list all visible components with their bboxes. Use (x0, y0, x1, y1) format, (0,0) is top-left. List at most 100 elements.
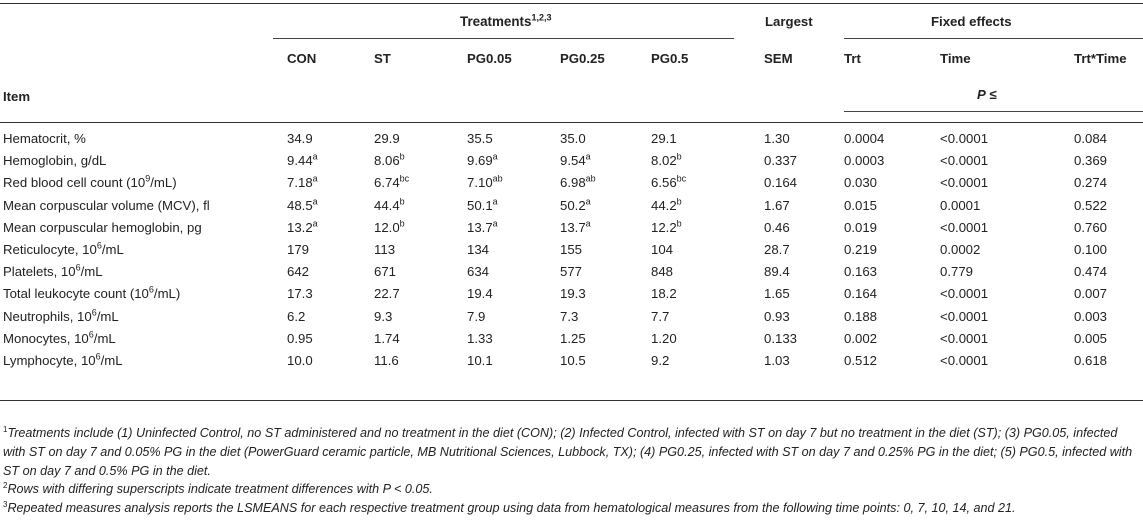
table-cell: 1.30 (764, 131, 790, 146)
footnote: 2Rows with differing superscripts indica… (3, 480, 433, 496)
table-cell: 9.44a (287, 151, 318, 169)
row-label: Reticulocyte, 106/mL (3, 240, 124, 257)
table-cell: 0.188 (844, 308, 878, 324)
table-cell: 0.0002 (940, 242, 981, 257)
table-cell: 848 (651, 264, 674, 280)
table-cell: 0.007 (1074, 286, 1108, 302)
table-cell: 44.2b (651, 196, 682, 213)
table-cell: 0.337 (764, 153, 798, 169)
table-cell: 50.1a (467, 196, 498, 213)
column-header: Time (940, 51, 971, 66)
table-cell: 671 (374, 264, 397, 280)
table-cell: 9.69a (467, 151, 498, 169)
column-header: PG0.25 (560, 51, 605, 66)
table-cell: 0.084 (1074, 131, 1108, 146)
treatments-header: Treatments1,2,3 (460, 12, 552, 29)
row-label: Total leukocyte count (106/mL) (3, 285, 181, 302)
table-cell: 8.02b (651, 151, 682, 169)
table-cell: <0.0001 (940, 153, 989, 169)
column-header: ST (374, 51, 391, 66)
table-cell: 17.3 (287, 286, 313, 302)
fixed-effects-header: Fixed effects (931, 14, 1012, 29)
table-cell: 0.030 (844, 175, 878, 191)
table-cell: 7.10ab (467, 174, 503, 191)
table-cell: <0.0001 (940, 131, 989, 146)
table-cell: 0.369 (1074, 153, 1108, 169)
largest-header: Largest (765, 14, 813, 29)
column-header: Trt (844, 51, 861, 66)
table-cell: 6.98ab (560, 174, 596, 191)
p-value-underline (844, 111, 1143, 112)
table-cell: 1.33 (467, 330, 493, 346)
table-cell: 113 (374, 242, 396, 257)
table-cell: 12.0b (374, 218, 405, 235)
table-cell: 0.618 (1074, 353, 1108, 368)
row-label: Monocytes, 106/mL (3, 329, 116, 346)
bottom-rule (0, 400, 1143, 401)
table-cell: 19.4 (467, 286, 493, 302)
table-cell: 0.760 (1074, 219, 1108, 235)
table-cell: 48.5a (287, 196, 318, 213)
row-label: Hematocrit, % (3, 131, 86, 146)
table-cell: 19.3 (560, 286, 586, 302)
table-cell: 12.2b (651, 218, 682, 235)
table-cell: 0.0004 (844, 131, 885, 146)
table-cell: 22.7 (374, 286, 400, 302)
table-cell: 179 (287, 242, 310, 257)
table-cell: 7.9 (467, 308, 486, 324)
table-cell: 1.65 (764, 286, 790, 302)
table-cell: <0.0001 (940, 175, 989, 191)
table-cell: 28.7 (764, 242, 790, 257)
table-cell: 44.4b (374, 196, 405, 213)
table-cell: 10.0 (287, 353, 313, 368)
fixed-effects-underline (844, 38, 1143, 39)
column-header: Trt*Time (1074, 51, 1127, 66)
table-cell: <0.0001 (940, 330, 989, 346)
p-value-header: P ≤ (977, 87, 997, 102)
table-cell: 134 (467, 242, 490, 257)
row-label: Mean corpuscular volume (MCV), fl (3, 197, 210, 213)
table-cell: 104 (651, 242, 674, 257)
table-cell: <0.0001 (940, 286, 989, 302)
table-cell: 0.512 (844, 353, 878, 368)
table-cell: 0.93 (764, 308, 790, 324)
row-label: Red blood cell count (109/mL) (3, 174, 177, 191)
table-cell: 1.74 (374, 330, 400, 346)
table-cell: 9.54a (560, 151, 591, 169)
column-header: PG0.5 (651, 51, 689, 66)
table-cell: 10.5 (560, 353, 586, 368)
table-cell: <0.0001 (940, 353, 989, 368)
row-label: Mean corpuscular hemoglobin, pg (3, 219, 202, 235)
table-cell: 6.56bc (651, 174, 687, 191)
item-header: Item (3, 89, 31, 104)
table-cell: 11.6 (374, 353, 399, 368)
table-cell: 1.25 (560, 330, 586, 346)
table-cell: 89.4 (764, 264, 790, 280)
table-cell: 29.1 (651, 131, 677, 146)
table-cell: 577 (560, 264, 583, 280)
table-cell: 10.1 (467, 353, 493, 368)
column-header: SEM (764, 51, 793, 66)
table-cell: 7.7 (651, 308, 670, 324)
table-cell: 6.2 (287, 308, 306, 324)
table-cell: 0.003 (1074, 308, 1108, 324)
table-cell: <0.0001 (940, 219, 989, 235)
table-cell: 0.274 (1074, 175, 1108, 191)
table-cell: 0.164 (764, 175, 798, 191)
table-cell: 0.019 (844, 219, 878, 235)
row-label: Neutrophils, 106/mL (3, 307, 119, 324)
top-rule (0, 3, 1143, 4)
table-cell: 18.2 (651, 286, 677, 302)
treatments-underline (273, 38, 734, 39)
table-cell: 50.2a (560, 196, 591, 213)
table-cell: 155 (560, 242, 583, 257)
table-cell: 7.18a (287, 174, 318, 191)
table-cell: 634 (467, 264, 490, 280)
table-cell: 9.2 (651, 353, 670, 368)
row-label: Platelets, 106/mL (3, 262, 103, 280)
table-cell: 13.2a (287, 218, 318, 235)
table-cell: 35.5 (467, 131, 493, 146)
table-cell: 0.133 (764, 330, 798, 346)
table-cell: 29.9 (374, 131, 400, 146)
